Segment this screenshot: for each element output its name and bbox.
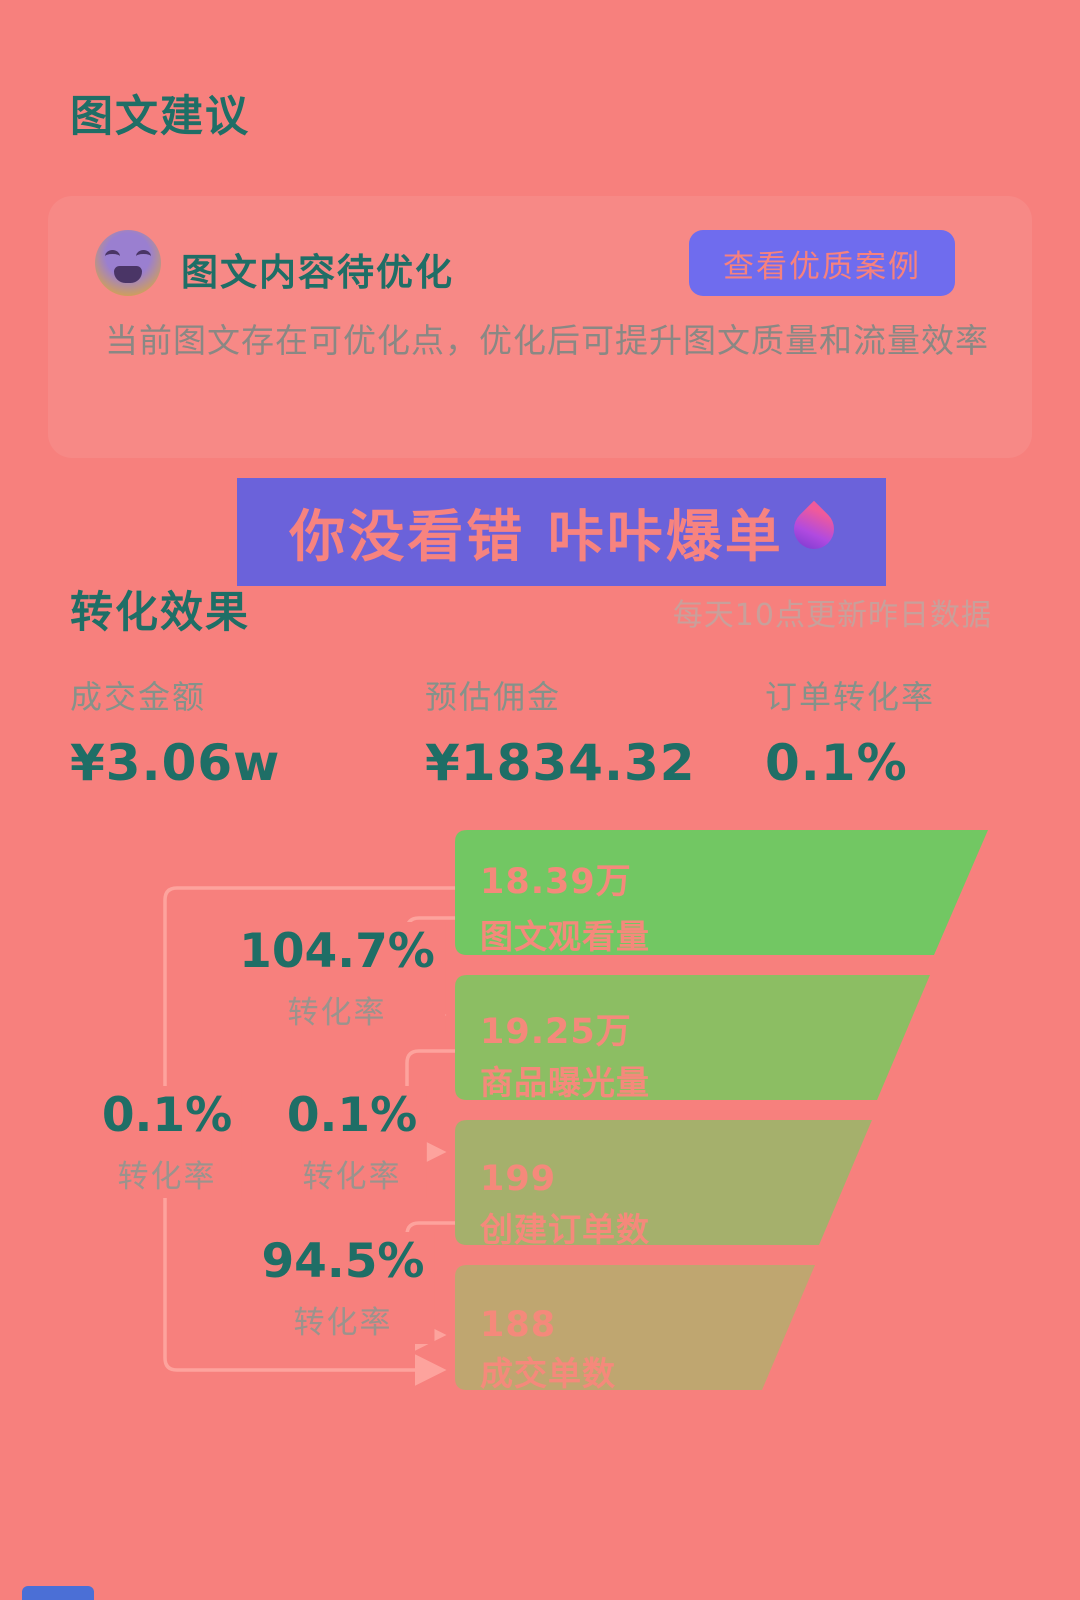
emoji-eye — [136, 250, 151, 263]
stage-value: 188 — [480, 1305, 556, 1345]
fire-icon — [785, 500, 843, 558]
funnel-stage-exposure — [455, 975, 930, 1100]
metric-gmv: 成交金额 ¥3.06w — [70, 672, 280, 792]
card-title: 图文内容待优化 — [181, 251, 454, 294]
stage-value: 199 — [480, 1159, 556, 1199]
rate-label: 转化率 — [117, 1159, 217, 1195]
rate-label: 转化率 — [293, 1305, 393, 1341]
funnel-chart: 18.39万 图文观看量 19.25万 商品曝光量 199 创建订单数 188 … — [163, 830, 988, 1393]
emoji-mouth — [114, 266, 142, 283]
conversion-rate-exposure-orders: 0.1% 转化率 — [276, 1086, 428, 1198]
rate-label: 转化率 — [287, 995, 387, 1031]
conversion-rate-orders-deals: 94.5% 转化率 — [251, 1232, 435, 1344]
metric-label: 订单转化率 — [765, 678, 936, 716]
rate-label: 转化率 — [302, 1159, 402, 1195]
metric-value: ¥1834.32 — [425, 734, 696, 792]
rate-value: 94.5% — [261, 1234, 425, 1289]
funnel-stage-deals — [455, 1265, 815, 1390]
bottom-partial-element — [22, 1586, 94, 1600]
funnel-stage-orders — [455, 1120, 872, 1245]
crying-face-icon — [95, 230, 161, 296]
metric-order-rate: 订单转化率 0.1% — [765, 672, 935, 792]
metric-value: ¥3.06w — [70, 734, 281, 792]
funnel-stage-views — [455, 830, 988, 955]
suggestion-card: 图文内容待优化 查看优质案例 当前图文存在可优化点，优化后可提升图文质量和流量效… — [48, 196, 1032, 458]
metric-value: 0.1% — [765, 734, 908, 792]
metric-label: 成交金额 — [70, 678, 207, 716]
metric-label: 预估佣金 — [425, 678, 562, 716]
conversion-rate-overall: 0.1% 转化率 — [91, 1086, 243, 1198]
metric-commission: 预估佣金 ¥1834.32 — [425, 672, 696, 792]
stage-label: 成交单数 — [480, 1354, 616, 1393]
view-cases-button[interactable]: 查看优质案例 — [689, 230, 955, 296]
suggestion-section-title: 图文建议 — [70, 92, 250, 142]
promo-banner: 你没看错 咔咔爆单 — [237, 478, 886, 586]
card-description: 当前图文存在可优化点，优化后可提升图文质量和流量效率 — [105, 321, 989, 360]
promo-banner-text: 你没看错 咔咔爆单 — [289, 504, 784, 570]
conversion-rate-views-exposure: 104.7% 转化率 — [229, 922, 445, 1034]
rate-value: 0.1% — [286, 1088, 418, 1143]
stage-label: 商品曝光量 — [480, 1063, 650, 1102]
rate-value: 0.1% — [101, 1088, 233, 1143]
conversion-section-title: 转化效果 — [70, 588, 250, 638]
stage-label: 创建订单数 — [479, 1210, 650, 1249]
stage-value: 18.39万 — [480, 862, 632, 902]
emoji-eye — [105, 250, 120, 263]
update-note: 每天10点更新昨日数据 — [672, 598, 992, 633]
rate-value: 104.7% — [239, 924, 435, 979]
stage-label: 图文观看量 — [480, 917, 650, 956]
stage-value: 19.25万 — [480, 1012, 632, 1052]
